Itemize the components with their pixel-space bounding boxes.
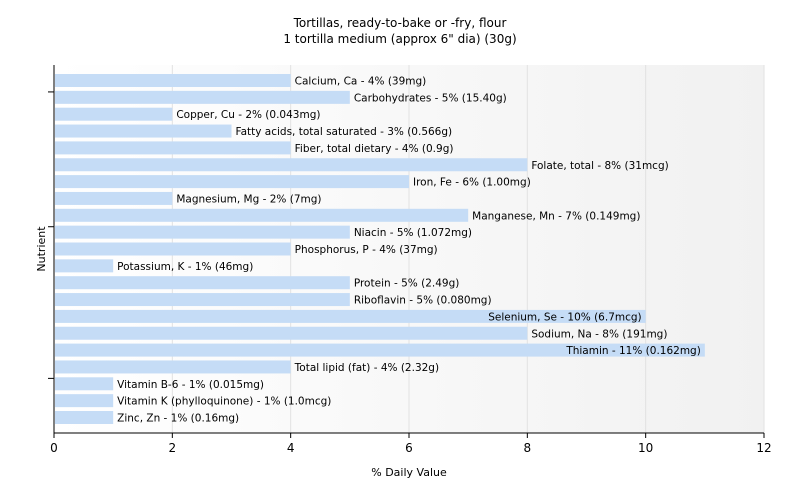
y-axis-title: Nutrient (35, 226, 48, 272)
x-tick-label: 8 (524, 441, 532, 455)
bar (55, 259, 114, 273)
bar (55, 242, 291, 256)
bar (55, 326, 528, 340)
bar-label: Phosphorus, P - 4% (37mg) (295, 244, 438, 256)
bar (55, 175, 409, 189)
x-tick-label: 4 (287, 441, 295, 455)
bar-label: Calcium, Ca - 4% (39mg) (295, 76, 427, 88)
bar-label: Folate, total - 8% (31mcg) (531, 160, 668, 172)
x-tick-label: 12 (756, 441, 771, 455)
bar (55, 276, 350, 290)
chart-subtitle: 1 tortilla medium (approx 6" dia) (30g) (283, 32, 517, 46)
x-tick-label: 0 (50, 441, 58, 455)
bar-label: Iron, Fe - 6% (1.00mg) (413, 177, 531, 189)
bar (55, 191, 173, 205)
bar-label: Vitamin B-6 - 1% (0.015mg) (117, 379, 264, 391)
bar-label: Sodium, Na - 8% (191mg) (531, 328, 667, 340)
bar-label: Protein - 5% (2.49g) (354, 278, 460, 290)
bar-label: Zinc, Zn - 1% (0.16mg) (117, 413, 239, 425)
chart-title: Tortillas, ready-to-bake or -fry, flour (293, 16, 507, 30)
bars (55, 74, 705, 424)
bar-label: Vitamin K (phylloquinone) - 1% (1.0mcg) (117, 396, 331, 408)
bar-label: Magnesium, Mg - 2% (7mg) (176, 193, 321, 205)
bar (55, 124, 232, 138)
bar-label: Potassium, K - 1% (46mg) (117, 261, 253, 273)
bar-label: Riboflavin - 5% (0.080mg) (354, 295, 492, 307)
x-tick-label: 2 (169, 441, 177, 455)
bar-label: Fiber, total dietary - 4% (0.9g) (295, 143, 454, 155)
y-axis-ticks (48, 91, 54, 379)
bar (55, 377, 114, 391)
bar-label: Carbohydrates - 5% (15.40g) (354, 92, 507, 104)
x-tick-label: 6 (405, 441, 413, 455)
bar-label: Total lipid (fat) - 4% (2.32g) (294, 362, 439, 374)
bar-label: Copper, Cu - 2% (0.043mg) (176, 109, 320, 121)
bar (55, 225, 350, 239)
bar-labels: Calcium, Ca - 4% (39mg) Carbohydrates - 5… (117, 76, 701, 425)
bar-label: Manganese, Mn - 7% (0.149mg) (472, 210, 640, 222)
x-tick-label: 10 (638, 441, 653, 455)
bar-label: Fatty acids, total saturated - 3% (0.566… (236, 126, 453, 138)
bar-label: Selenium, Se - 10% (6.7mcg) (488, 311, 641, 323)
bar (55, 74, 291, 87)
bar (55, 208, 469, 222)
bar (55, 343, 705, 357)
bar (55, 107, 173, 121)
bar-label: Thiamin - 11% (0.162mg) (565, 345, 701, 357)
bar (55, 309, 646, 323)
bar (55, 158, 528, 172)
bar-label: Niacin - 5% (1.072mg) (354, 227, 472, 239)
bar (55, 411, 114, 424)
bar (55, 394, 114, 408)
bar (55, 141, 291, 155)
x-axis-ticks: 0 2 4 6 8 10 12 (50, 433, 772, 455)
bar (55, 360, 291, 374)
bar (55, 90, 350, 104)
bar (55, 293, 350, 307)
x-axis-title: % Daily Value (371, 466, 447, 479)
